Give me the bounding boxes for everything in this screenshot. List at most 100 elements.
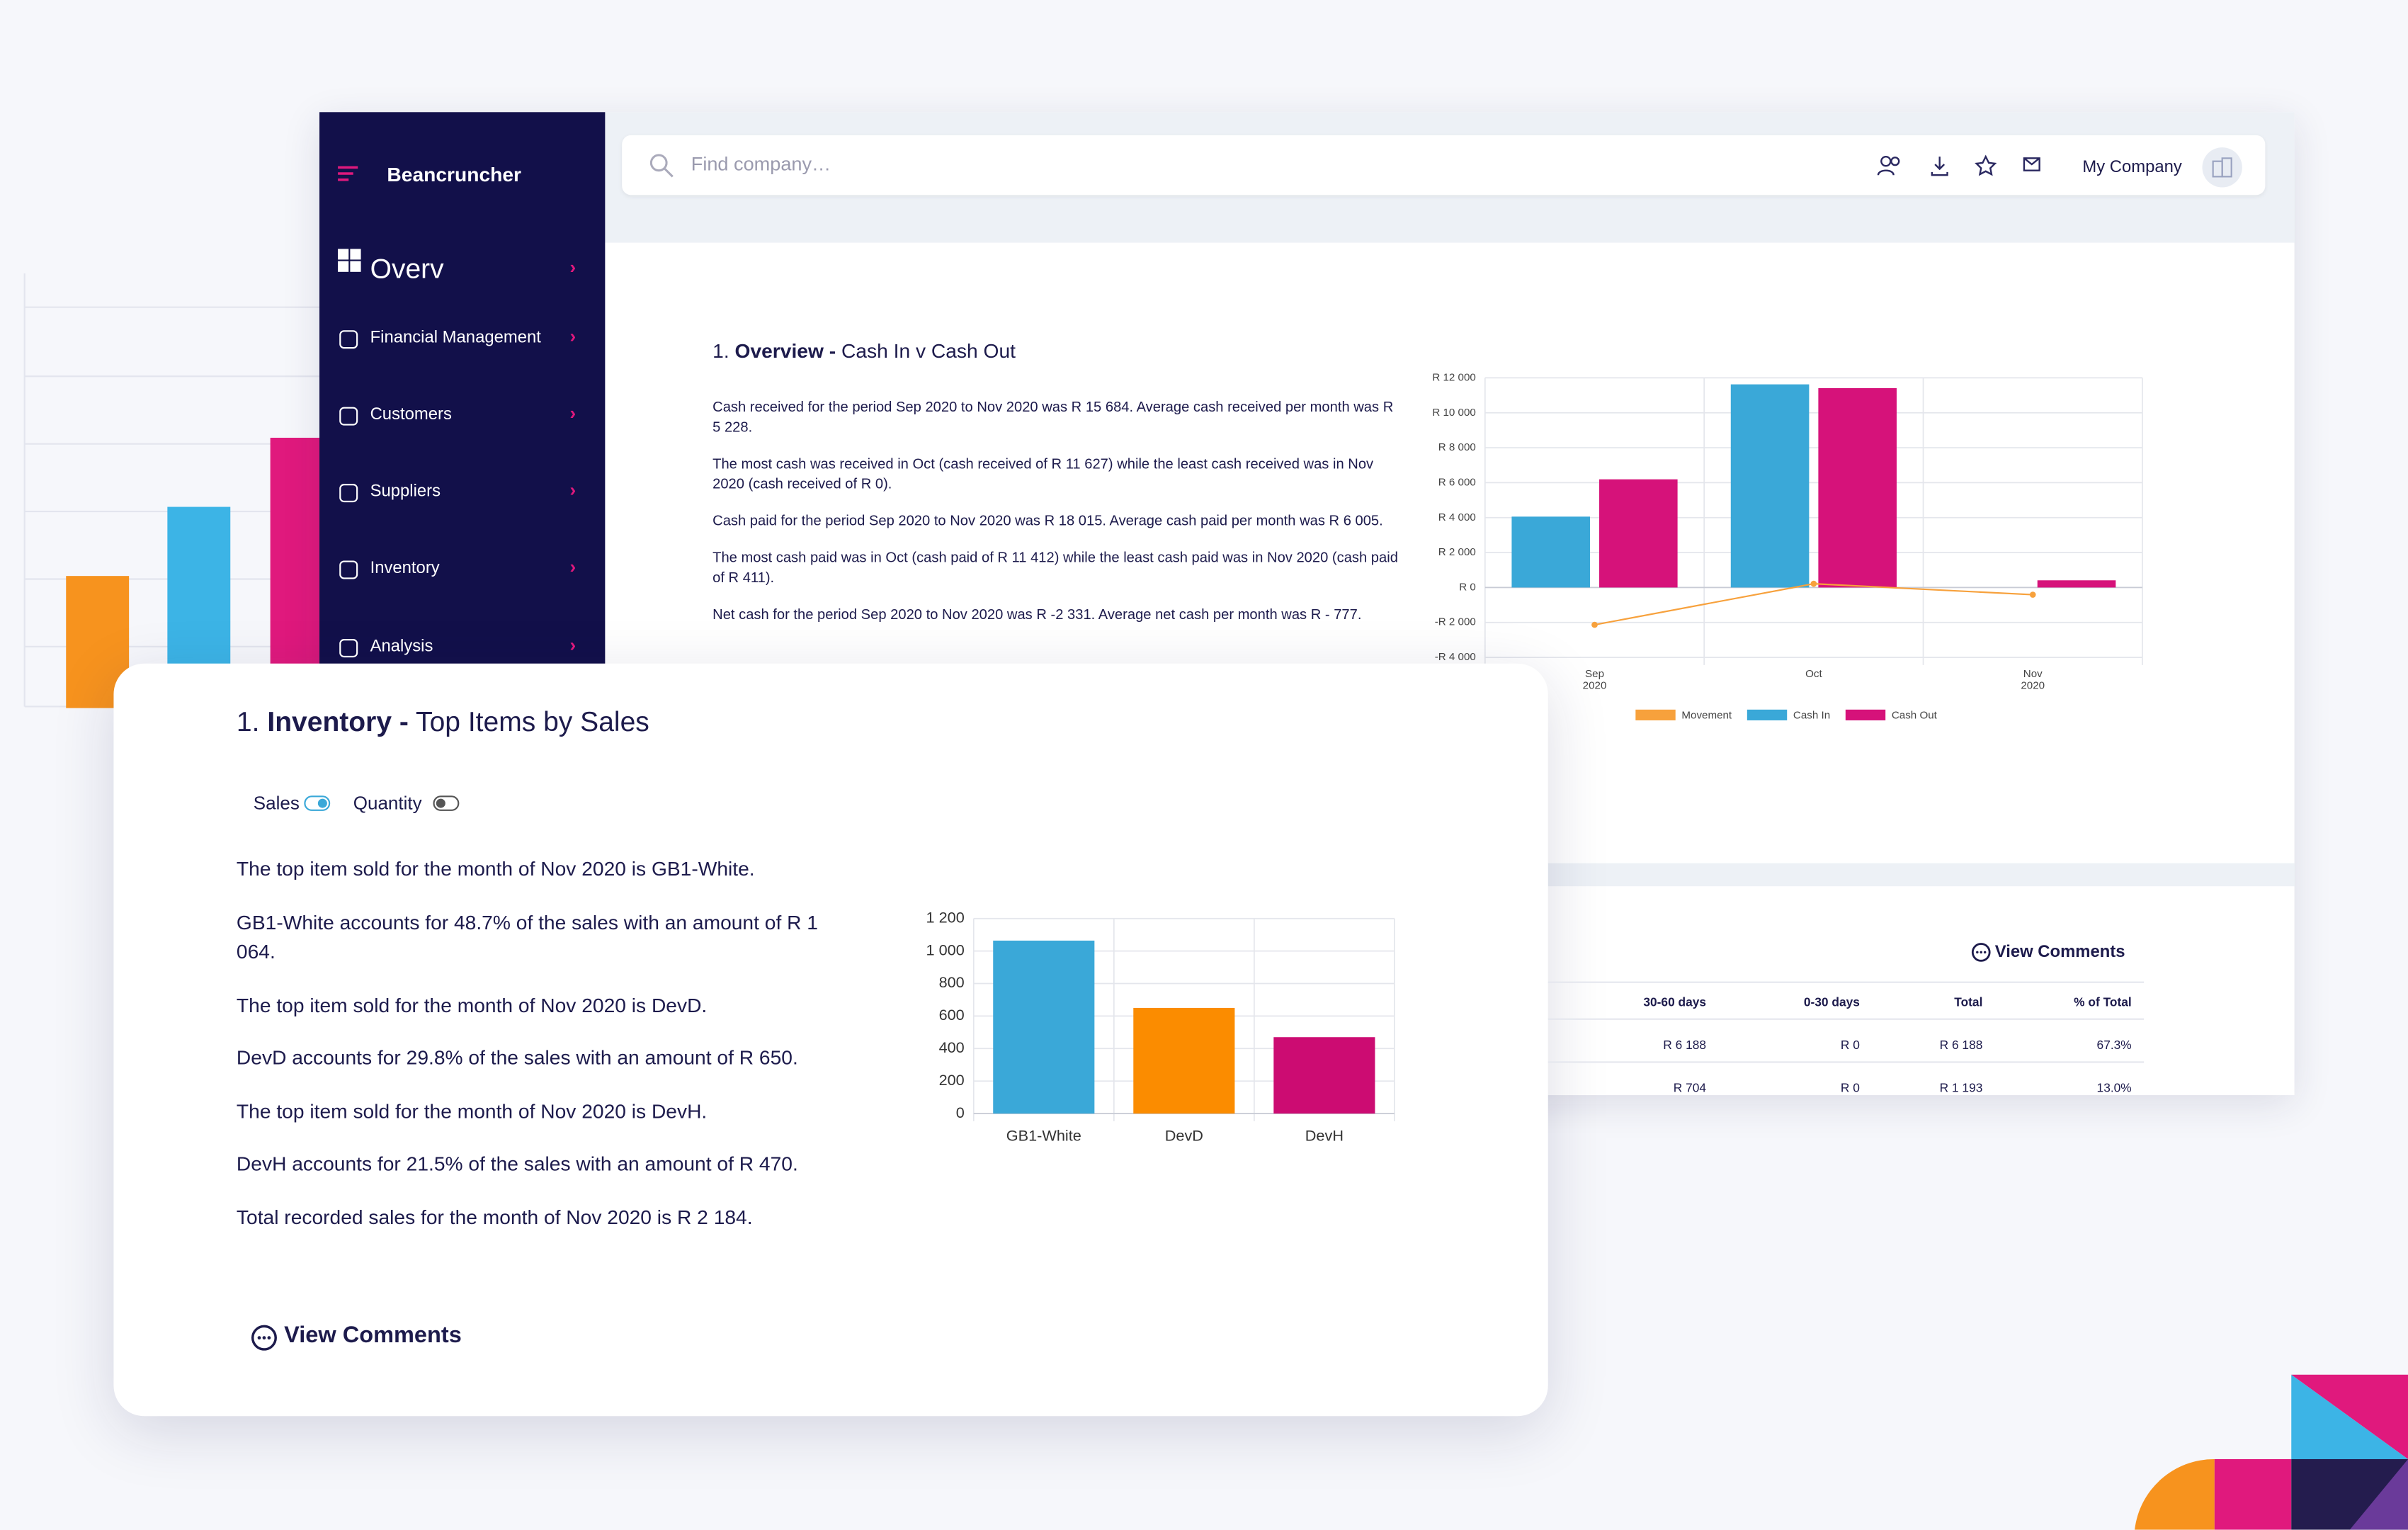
brand: Beancruncher — [387, 162, 522, 186]
nav-chevron: › — [569, 325, 577, 348]
y-tick-label: 1 000 — [926, 941, 965, 958]
y-tick-label: 600 — [939, 1006, 965, 1024]
paragraph: The most cash paid was in Oct (cash paid… — [712, 550, 1398, 586]
column-header: % of Total — [2074, 995, 2132, 1009]
heading-rest: Cash In v Cash Out — [841, 339, 1016, 363]
legend-swatch — [1635, 709, 1676, 720]
paragraph: DevH accounts for 21.5% of the sales wit… — [236, 1152, 798, 1175]
bar — [1730, 384, 1810, 588]
paragraph: Cash received for the period Sep 2020 to… — [712, 399, 1394, 435]
y-tick-label: -R 4 000 — [1435, 651, 1476, 663]
search-bar[interactable] — [622, 135, 2266, 196]
row-line — [1547, 1061, 2145, 1063]
y-tick-label: 200 — [939, 1071, 965, 1089]
bar — [1511, 516, 1591, 588]
y-tick-label: 0 — [956, 1104, 965, 1121]
nav-chevron: › — [569, 555, 577, 578]
line — [1594, 583, 2033, 626]
nav-item[interactable]: Overv — [370, 253, 444, 285]
nav-chevron: › — [569, 634, 577, 656]
building-icon — [2212, 157, 2232, 178]
nav-item[interactable]: Customers — [370, 405, 452, 424]
table-cell: R 704 — [1673, 1081, 1707, 1096]
search-placeholder[interactable]: Find company… — [691, 153, 831, 176]
nav-item[interactable]: Inventory — [370, 559, 440, 578]
inventory-heading: 1. Inventory - Top Items by Sales — [237, 706, 649, 739]
column-header: 30-60 days — [1643, 995, 1707, 1009]
y-tick-label: R 0 — [1459, 581, 1476, 593]
comment-icon — [1971, 943, 1991, 962]
nav-icon — [339, 407, 358, 426]
bar — [1273, 1037, 1375, 1114]
legend-swatch — [1845, 709, 1886, 720]
nav-icon — [339, 560, 358, 579]
x-tick-label: Nov 2020 — [2021, 668, 2045, 692]
toggle-label[interactable]: Sales — [253, 792, 300, 815]
decor-chart — [23, 273, 323, 708]
bar — [2037, 580, 2116, 588]
nav-item[interactable]: Suppliers — [370, 482, 441, 501]
column-header: 0-30 days — [1803, 995, 1860, 1009]
y-tick-label: 1 200 — [926, 908, 965, 926]
toggle-label[interactable]: Quantity — [353, 792, 422, 815]
table-cell: R 0 — [1840, 1038, 1860, 1053]
table-cell: R 1 193 — [1939, 1081, 1983, 1096]
row-line — [1547, 981, 2145, 983]
view-comments[interactable]: View Comments — [284, 1322, 462, 1349]
x-tick-label: Oct — [1805, 668, 1822, 680]
nav-chevron: › — [569, 479, 577, 501]
paragraph: DevD accounts for 29.8% of the sales wit… — [236, 1046, 798, 1070]
table-cell: R 6 188 — [1939, 1038, 1983, 1053]
bar — [993, 940, 1095, 1114]
view-comments[interactable]: View Comments — [1994, 943, 2125, 962]
x-tick-label: GB1-White — [1006, 1126, 1081, 1144]
y-tick-label: R 4 000 — [1438, 511, 1476, 523]
bar — [1599, 479, 1678, 588]
nav-item[interactable]: Financial Management — [370, 329, 541, 348]
toggle-off[interactable] — [433, 795, 460, 811]
heading-num: 1. — [236, 706, 260, 737]
column-header: Total — [1954, 995, 1983, 1009]
x-tick-label: Sep 2020 — [1583, 668, 1607, 692]
paragraph: The top item sold for the month of Nov 2… — [236, 992, 708, 1016]
bar — [1133, 1007, 1235, 1114]
y-tick-label: R 12 000 — [1432, 371, 1476, 383]
paragraph: Total recorded sales for the month of No… — [236, 1205, 753, 1228]
paragraph: The most cash was received in Oct (cash … — [712, 456, 1374, 492]
legend-label: Cash In — [1793, 709, 1830, 721]
y-tick-label: R 8 000 — [1438, 441, 1476, 453]
inventory-chart: 0 200 400 600 800 1 000 1 200 GB1-White DevD DevH — [926, 908, 1395, 1144]
nav-chevron: › — [569, 256, 577, 278]
line-point — [2029, 591, 2036, 598]
inventory-text: The top item sold for the month of Nov 2… — [237, 854, 828, 1255]
x-tick-label: DevD — [1165, 1126, 1203, 1144]
nav-icon — [339, 330, 358, 349]
company-name[interactable]: My Company — [2082, 158, 2182, 177]
table-cell: 13.0% — [2096, 1081, 2132, 1096]
y-tick-label: -R 2 000 — [1435, 616, 1476, 628]
y-tick-label: 400 — [939, 1038, 965, 1056]
toggle-on[interactable] — [304, 795, 331, 811]
y-tick-label: R 2 000 — [1438, 546, 1476, 558]
paragraph: Net cash for the period Sep 2020 to Nov … — [712, 606, 1362, 623]
paragraph: The top item sold for the month of Nov 2… — [236, 856, 755, 880]
overview-text: Cash received for the period Sep 2020 to… — [712, 398, 1404, 642]
nav-icon — [339, 484, 358, 503]
overview-heading: 1. Overview - Cash In v Cash Out — [712, 339, 1016, 363]
nav-icon — [339, 639, 358, 658]
comment-icon — [251, 1325, 277, 1351]
legend-label: Cash Out — [1892, 709, 1938, 721]
toolbar-icons — [1877, 154, 2040, 176]
menu-icon[interactable] — [338, 166, 359, 181]
paragraph: The top item sold for the month of Nov 2… — [236, 1099, 708, 1123]
cash-chart: -R 4 000 -R 2 000 R 0 R 2 000 R 4 000 R 6 000… — [1432, 371, 2143, 721]
table-cell: R 0 — [1840, 1081, 1860, 1096]
table-cell: 67.3% — [2096, 1038, 2132, 1053]
nav-item[interactable]: Analysis — [370, 637, 433, 656]
heading-bold: Inventory - — [267, 706, 409, 737]
heading-bold: Overview - — [734, 339, 836, 363]
bar — [1818, 387, 1897, 588]
paragraph: Cash paid for the period Sep 2020 to Nov… — [712, 513, 1383, 528]
